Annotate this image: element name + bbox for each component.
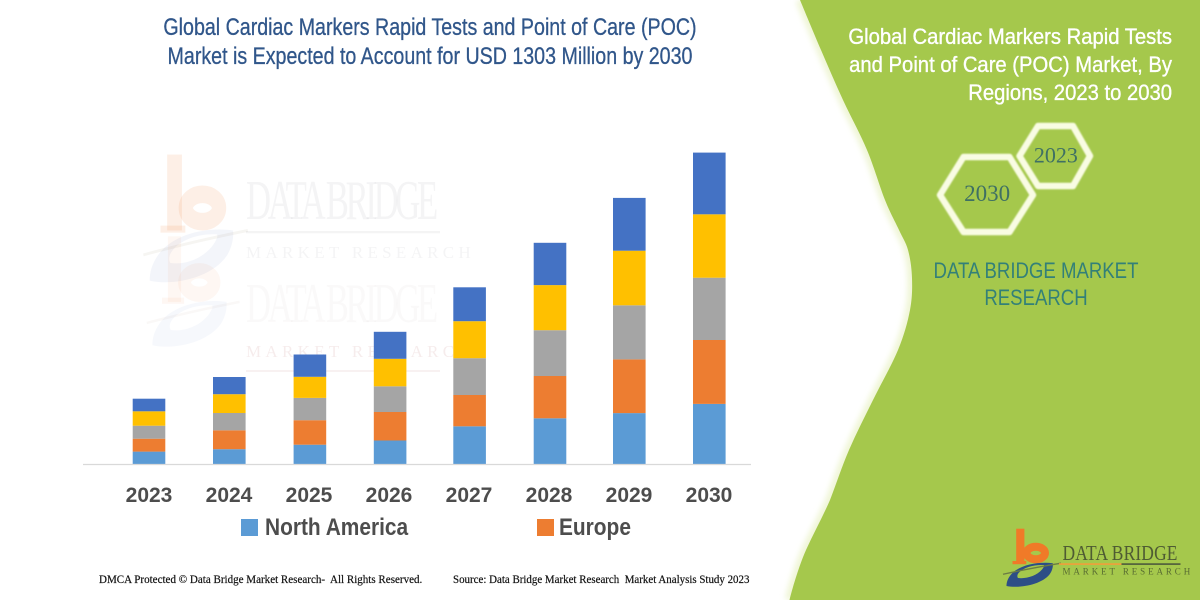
svg-text:DATA BRIDGE: DATA BRIDGE (1063, 543, 1178, 566)
svg-text:MARKET RESEARCH: MARKET RESEARCH (246, 243, 475, 262)
svg-text:2023: 2023 (1034, 143, 1078, 168)
svg-text:MARKET RESEARCH: MARKET RESEARCH (1063, 567, 1194, 577)
svg-text:DATA BRIDGE: DATA BRIDGE (246, 273, 438, 336)
svg-text:2030: 2030 (964, 181, 1010, 206)
svg-text:DATA BRIDGE: DATA BRIDGE (246, 170, 438, 233)
